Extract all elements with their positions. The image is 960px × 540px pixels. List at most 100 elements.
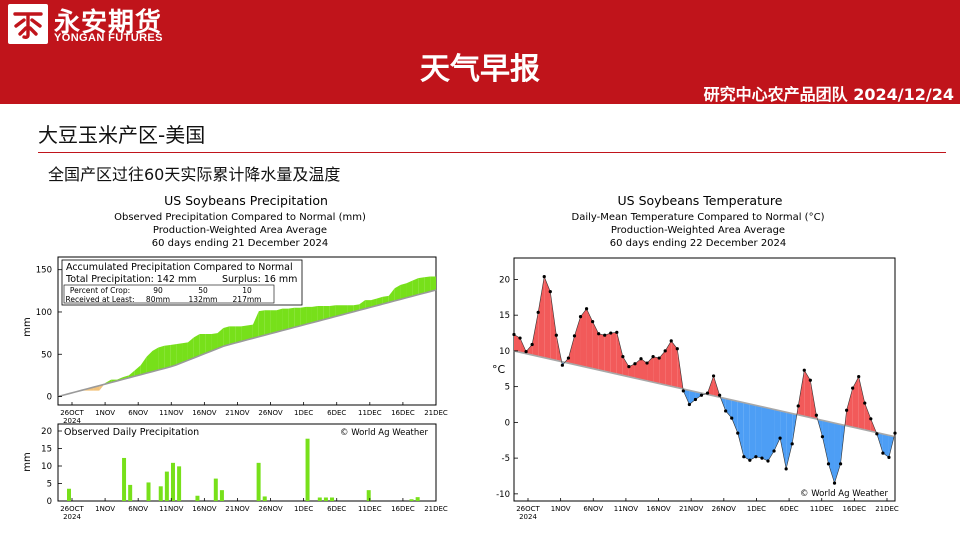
temp-observed-point: [699, 393, 704, 397]
temp-cold-segment: [689, 390, 696, 405]
precip-surplus-segment: [134, 365, 141, 377]
temp-observed-point: [845, 408, 849, 412]
precip-surplus-segment: [270, 310, 277, 334]
temp-warm-segment: [671, 340, 678, 388]
precip-surplus-segment: [300, 306, 307, 326]
precip-surplus-segment: [276, 308, 283, 333]
temp-warm-segment: [628, 363, 635, 379]
temp-observed-point: [772, 449, 776, 453]
precip-surplus-segment: [382, 295, 389, 305]
precip-surplus-segment: [329, 305, 336, 319]
temp-observed-point: [639, 357, 643, 361]
temp-observed-point: [857, 375, 861, 379]
received-10: 217mm: [233, 295, 262, 304]
temp-observed-point: [578, 315, 583, 319]
daily-precip-bar: [330, 497, 335, 501]
temp-area-layer: [512, 274, 897, 485]
precip-surplus-segment: [264, 310, 271, 336]
daily-plot-frame: [57, 423, 437, 502]
precip-ytick-label: 0: [47, 393, 52, 403]
precip-surplus-segment: [205, 333, 212, 354]
yongan-logo-icon: [8, 4, 48, 44]
temp-observed-point: [760, 456, 764, 460]
temp-observed-point: [663, 349, 667, 353]
precip-surplus-segment: [400, 283, 407, 300]
temp-xtick-label: 6DEC: [780, 505, 799, 513]
precip-surplus-segment: [229, 326, 236, 345]
precip-surplus-segment: [247, 324, 253, 340]
precip-surplus-segment: [406, 280, 413, 298]
daily-precip-bar: [317, 497, 322, 501]
temp-observed-point: [572, 334, 577, 338]
temp-warm-segment: [586, 308, 593, 369]
daily-precip-bar: [409, 499, 414, 501]
temp-warm-segment: [622, 356, 629, 377]
temp-cold-segment: [768, 408, 775, 461]
precip-surplus-segment: [347, 305, 354, 314]
temp-observed-point: [851, 386, 855, 390]
daily-precip-bar: [213, 478, 218, 501]
precip-xtick-label: 6NOV: [128, 409, 148, 417]
precip-surplus-segment: [199, 333, 206, 356]
temp-ytick-label: 15: [499, 311, 510, 321]
temp-observed-point: [724, 409, 728, 413]
temp-warm-segment: [598, 333, 605, 372]
precip-surplus-segment: [164, 344, 171, 369]
precip-surplus-segment: [170, 344, 177, 367]
temp-warm-segment: [538, 276, 545, 358]
precip-legend-heading: Accumulated Precipitation Compared to No…: [66, 262, 293, 273]
precip-xtick-label: 1DEC: [294, 409, 313, 417]
daily-precip-bar: [158, 486, 163, 501]
precip-xtick-label: 11DEC: [358, 409, 382, 417]
temp-observed-point: [524, 350, 528, 354]
temp-observed-point: [736, 431, 740, 435]
temp-observed-point: [669, 339, 673, 343]
daily-precip-bar: [415, 497, 420, 501]
temp-warm-segment: [804, 370, 811, 418]
daily-ytick-label: 20: [41, 427, 52, 437]
temp-observed-point: [687, 402, 691, 407]
daily-precip-bar: [305, 438, 310, 501]
temp-observed-point: [832, 481, 837, 485]
precip-xtick-label: 26NOV: [258, 409, 283, 417]
precip-legend-table: [63, 284, 275, 304]
daily-precip-bar: [219, 490, 224, 501]
daily-precip-bar: [170, 462, 175, 501]
temp-cold-segment: [822, 420, 829, 464]
temp-observed-point: [512, 332, 516, 337]
brand-name-cn: 永安期货: [54, 8, 163, 38]
precip-subtitle-2: Production-Weighted Area Average: [153, 225, 327, 236]
precip-surplus-segment: [424, 276, 431, 294]
precip-surplus-segment: [176, 343, 183, 365]
daily-precip-bar: [262, 496, 267, 501]
temp-ytick-label: 5: [505, 383, 510, 393]
temp-observed-point: [820, 435, 825, 439]
daily-precip-bar: [366, 490, 371, 501]
temp-observed-point: [603, 333, 607, 337]
temp-observed-point: [881, 451, 885, 455]
daily-ytick-label: 5: [47, 480, 52, 490]
daily-title: Observed Daily Precipitation: [64, 427, 199, 438]
temp-warm-segment: [798, 370, 805, 417]
temp-cold-segment: [695, 391, 702, 400]
daily-precip-bar: [67, 488, 71, 501]
temp-ylabel: °C: [492, 363, 506, 376]
temp-ytick-label: -10: [496, 490, 510, 500]
precip-surplus-segment: [235, 326, 242, 343]
temp-warm-segment: [514, 334, 521, 353]
temp-observed-point: [518, 336, 522, 340]
precip-xtick-label: 21DEC: [424, 409, 448, 417]
daily-xtick-label: 6NOV: [128, 505, 148, 513]
section-divider: [38, 152, 946, 153]
temp-cold-segment: [743, 402, 750, 461]
temp-observed-point: [802, 368, 806, 372]
temp-xtick-label: 16DEC: [843, 505, 867, 513]
precip-surplus-segment: [317, 306, 324, 322]
temp-observed-point: [718, 393, 722, 397]
precip-area-layer: [57, 276, 437, 398]
precip-surplus-segment: [182, 342, 188, 363]
daily-precip-bar: [164, 471, 169, 501]
section-subtitle: 全国产区过往60天实际累计降水量及温度: [48, 165, 341, 184]
